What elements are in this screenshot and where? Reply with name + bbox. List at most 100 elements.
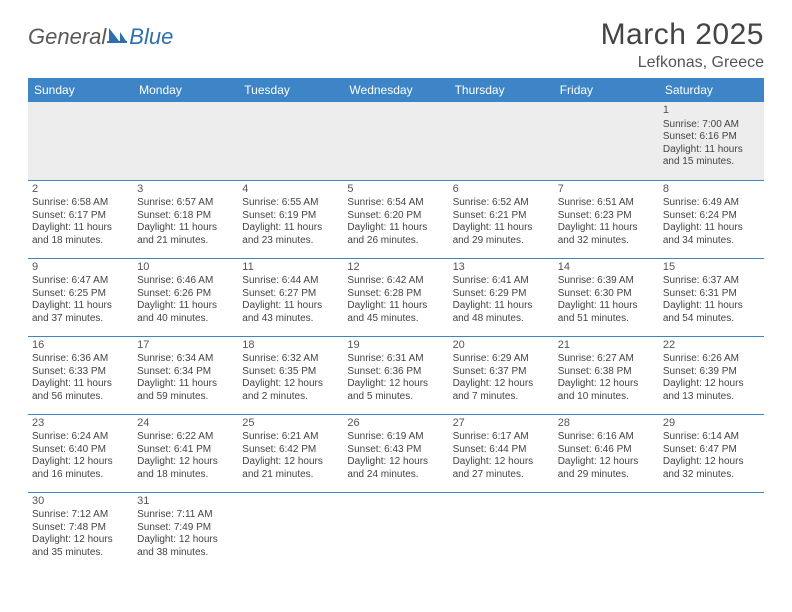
calendar-cell: 29Sunrise: 6:14 AMSunset: 6:47 PMDayligh… bbox=[659, 414, 764, 492]
calendar-cell: 28Sunrise: 6:16 AMSunset: 6:46 PMDayligh… bbox=[554, 414, 659, 492]
day-number: 20 bbox=[453, 339, 550, 353]
weekday-header: Saturday bbox=[659, 78, 764, 102]
weekday-header: Monday bbox=[133, 78, 238, 102]
daylight-text: Daylight: 12 hours bbox=[663, 456, 760, 469]
day-number: 31 bbox=[137, 495, 234, 509]
sunrise-text: Sunrise: 6:44 AM bbox=[242, 275, 339, 288]
sunrise-text: Sunrise: 6:27 AM bbox=[558, 353, 655, 366]
calendar-cell: 11Sunrise: 6:44 AMSunset: 6:27 PMDayligh… bbox=[238, 258, 343, 336]
calendar-row: 16Sunrise: 6:36 AMSunset: 6:33 PMDayligh… bbox=[28, 336, 764, 414]
daylight-text: and 43 minutes. bbox=[242, 313, 339, 326]
daylight-text: and 32 minutes. bbox=[558, 235, 655, 248]
daylight-text: Daylight: 12 hours bbox=[32, 456, 129, 469]
daylight-text: and 21 minutes. bbox=[137, 235, 234, 248]
sunset-text: Sunset: 6:40 PM bbox=[32, 444, 129, 457]
day-number: 3 bbox=[137, 183, 234, 197]
sunrise-text: Sunrise: 6:39 AM bbox=[558, 275, 655, 288]
sunset-text: Sunset: 6:21 PM bbox=[453, 210, 550, 223]
daylight-text: Daylight: 11 hours bbox=[453, 222, 550, 235]
day-number: 22 bbox=[663, 339, 760, 353]
calendar-cell bbox=[449, 492, 554, 570]
daylight-text: Daylight: 11 hours bbox=[32, 378, 129, 391]
calendar-cell: 15Sunrise: 6:37 AMSunset: 6:31 PMDayligh… bbox=[659, 258, 764, 336]
sunrise-text: Sunrise: 6:31 AM bbox=[347, 353, 444, 366]
sunrise-text: Sunrise: 6:19 AM bbox=[347, 431, 444, 444]
daylight-text: Daylight: 11 hours bbox=[663, 144, 760, 157]
day-number: 1 bbox=[663, 104, 760, 118]
daylight-text: and 5 minutes. bbox=[347, 391, 444, 404]
logo-text-blue: Blue bbox=[129, 24, 173, 50]
sunrise-text: Sunrise: 6:14 AM bbox=[663, 431, 760, 444]
sunset-text: Sunset: 6:39 PM bbox=[663, 366, 760, 379]
daylight-text: and 54 minutes. bbox=[663, 313, 760, 326]
sunrise-text: Sunrise: 6:47 AM bbox=[32, 275, 129, 288]
daylight-text: Daylight: 11 hours bbox=[558, 300, 655, 313]
sunset-text: Sunset: 7:49 PM bbox=[137, 522, 234, 535]
sunset-text: Sunset: 6:33 PM bbox=[32, 366, 129, 379]
calendar-cell: 17Sunrise: 6:34 AMSunset: 6:34 PMDayligh… bbox=[133, 336, 238, 414]
logo-text-general: General bbox=[28, 24, 106, 50]
sunrise-text: Sunrise: 6:42 AM bbox=[347, 275, 444, 288]
daylight-text: Daylight: 12 hours bbox=[137, 456, 234, 469]
day-number: 11 bbox=[242, 261, 339, 275]
day-number: 16 bbox=[32, 339, 129, 353]
sunrise-text: Sunrise: 6:54 AM bbox=[347, 197, 444, 210]
calendar-cell: 18Sunrise: 6:32 AMSunset: 6:35 PMDayligh… bbox=[238, 336, 343, 414]
day-number: 7 bbox=[558, 183, 655, 197]
calendar-row: 30Sunrise: 7:12 AMSunset: 7:48 PMDayligh… bbox=[28, 492, 764, 570]
sunrise-text: Sunrise: 6:34 AM bbox=[137, 353, 234, 366]
weekday-header: Sunday bbox=[28, 78, 133, 102]
day-number: 26 bbox=[347, 417, 444, 431]
calendar-cell: 2Sunrise: 6:58 AMSunset: 6:17 PMDaylight… bbox=[28, 180, 133, 258]
day-number: 13 bbox=[453, 261, 550, 275]
sunrise-text: Sunrise: 7:00 AM bbox=[663, 119, 760, 132]
calendar-row: 2Sunrise: 6:58 AMSunset: 6:17 PMDaylight… bbox=[28, 180, 764, 258]
daylight-text: Daylight: 11 hours bbox=[137, 222, 234, 235]
calendar-cell: 5Sunrise: 6:54 AMSunset: 6:20 PMDaylight… bbox=[343, 180, 448, 258]
calendar-cell: 19Sunrise: 6:31 AMSunset: 6:36 PMDayligh… bbox=[343, 336, 448, 414]
sunset-text: Sunset: 6:19 PM bbox=[242, 210, 339, 223]
sunset-text: Sunset: 6:38 PM bbox=[558, 366, 655, 379]
sunset-text: Sunset: 6:47 PM bbox=[663, 444, 760, 457]
daylight-text: Daylight: 11 hours bbox=[558, 222, 655, 235]
sunset-text: Sunset: 6:30 PM bbox=[558, 288, 655, 301]
sunset-text: Sunset: 6:46 PM bbox=[558, 444, 655, 457]
sunset-text: Sunset: 6:43 PM bbox=[347, 444, 444, 457]
daylight-text: and 10 minutes. bbox=[558, 391, 655, 404]
sunrise-text: Sunrise: 6:57 AM bbox=[137, 197, 234, 210]
day-number: 8 bbox=[663, 183, 760, 197]
weekday-header: Tuesday bbox=[238, 78, 343, 102]
sunset-text: Sunset: 6:44 PM bbox=[453, 444, 550, 457]
day-number: 24 bbox=[137, 417, 234, 431]
day-number: 5 bbox=[347, 183, 444, 197]
sunset-text: Sunset: 6:24 PM bbox=[663, 210, 760, 223]
calendar-cell bbox=[238, 102, 343, 180]
logo-sail-icon bbox=[107, 24, 127, 50]
daylight-text: and 18 minutes. bbox=[32, 235, 129, 248]
daylight-text: and 15 minutes. bbox=[663, 156, 760, 169]
calendar-cell bbox=[554, 102, 659, 180]
calendar-cell: 22Sunrise: 6:26 AMSunset: 6:39 PMDayligh… bbox=[659, 336, 764, 414]
calendar-cell bbox=[133, 102, 238, 180]
sunrise-text: Sunrise: 6:32 AM bbox=[242, 353, 339, 366]
sunrise-text: Sunrise: 6:22 AM bbox=[137, 431, 234, 444]
sunset-text: Sunset: 6:27 PM bbox=[242, 288, 339, 301]
daylight-text: and 26 minutes. bbox=[347, 235, 444, 248]
daylight-text: and 24 minutes. bbox=[347, 469, 444, 482]
sunset-text: Sunset: 6:42 PM bbox=[242, 444, 339, 457]
sunset-text: Sunset: 6:41 PM bbox=[137, 444, 234, 457]
calendar-row: 1Sunrise: 7:00 AMSunset: 6:16 PMDaylight… bbox=[28, 102, 764, 180]
calendar-cell: 7Sunrise: 6:51 AMSunset: 6:23 PMDaylight… bbox=[554, 180, 659, 258]
sunrise-text: Sunrise: 6:49 AM bbox=[663, 197, 760, 210]
sunrise-text: Sunrise: 6:58 AM bbox=[32, 197, 129, 210]
calendar-table: Sunday Monday Tuesday Wednesday Thursday… bbox=[28, 78, 764, 570]
daylight-text: Daylight: 11 hours bbox=[137, 300, 234, 313]
daylight-text: and 7 minutes. bbox=[453, 391, 550, 404]
sunset-text: Sunset: 6:16 PM bbox=[663, 131, 760, 144]
sunrise-text: Sunrise: 6:37 AM bbox=[663, 275, 760, 288]
daylight-text: Daylight: 11 hours bbox=[32, 300, 129, 313]
sunrise-text: Sunrise: 6:26 AM bbox=[663, 353, 760, 366]
daylight-text: and 40 minutes. bbox=[137, 313, 234, 326]
sunrise-text: Sunrise: 6:51 AM bbox=[558, 197, 655, 210]
sunset-text: Sunset: 6:35 PM bbox=[242, 366, 339, 379]
